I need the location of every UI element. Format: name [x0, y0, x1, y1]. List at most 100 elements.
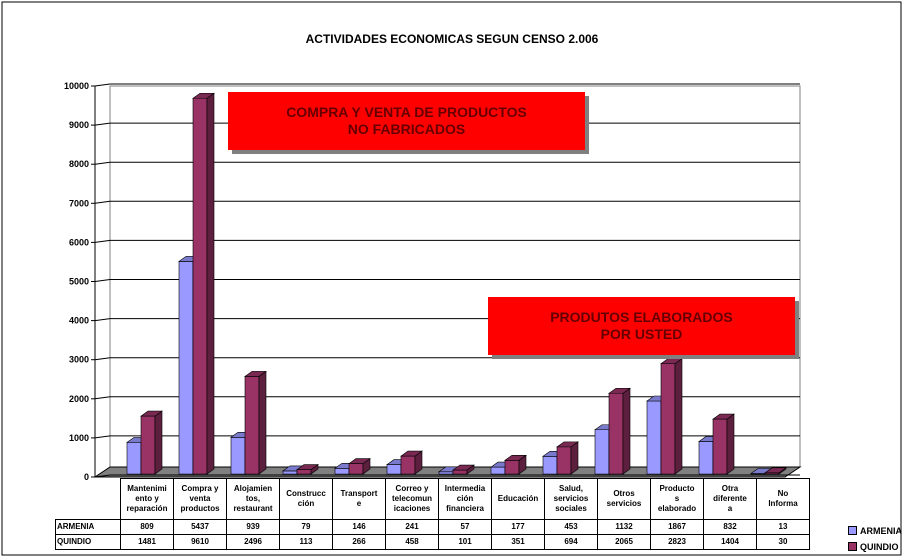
grid-line: [94, 357, 111, 361]
category-label: Alojamien tos, restaurant: [226, 478, 280, 520]
table-value: 694: [544, 534, 598, 550]
table-value: 1867: [650, 519, 704, 535]
table-value: 266: [332, 534, 386, 550]
chart-title: ACTIVIDADES ECONOMICAS SEGUN CENSO 2.006: [306, 32, 599, 46]
bar-side: [206, 92, 215, 475]
category-label: Otra diferente a: [703, 478, 757, 520]
grid-line: [94, 435, 111, 439]
bar-top: [140, 410, 163, 417]
y-tick-label: 8000: [69, 159, 89, 169]
y-tick-label: 3000: [69, 355, 89, 365]
bar-front: [660, 363, 676, 475]
y-tick-label: 5000: [69, 277, 89, 287]
bar-front: [438, 471, 454, 475]
bar-front: [556, 446, 572, 475]
bar-front: [646, 400, 662, 475]
legend-label: QUINDIO: [860, 542, 899, 552]
bar: [244, 370, 267, 475]
table-value: 453: [544, 519, 598, 535]
annotation: COMPRA Y VENTA DE PRODUCTOS NO FABRICADO…: [228, 92, 585, 150]
table-value: 146: [332, 519, 386, 535]
bar-top: [556, 441, 579, 448]
bar-front: [334, 467, 350, 475]
bar-front: [542, 455, 558, 475]
series-label: QUINDIO: [55, 534, 121, 550]
bar: [764, 467, 787, 475]
table-value: 458: [385, 534, 439, 550]
bar-front: [400, 455, 416, 475]
table-value: 351: [491, 534, 545, 550]
bar-front: [296, 469, 312, 475]
bar-front: [504, 459, 520, 475]
bar-front: [178, 261, 194, 475]
table-row: QUINDIO 1481 9610 2496 113 266 458 101 351 694 206…: [55, 534, 810, 550]
bar-side: [726, 413, 735, 475]
table-value: 2823: [650, 534, 704, 550]
y-tick-label: 2000: [69, 394, 89, 404]
bar-top: [192, 92, 215, 99]
grid-line: [94, 161, 111, 165]
bar-side: [674, 358, 683, 475]
category-label: No Informa: [756, 478, 810, 520]
grid-line: [94, 83, 111, 87]
table-value: 241: [385, 519, 439, 535]
grid-line: [94, 239, 111, 243]
category-label: Educación: [491, 478, 545, 520]
bar-front: [386, 464, 402, 475]
bar: [348, 458, 371, 475]
category-label: Intermedia ción financiera: [438, 478, 492, 520]
table-value: 177: [491, 519, 545, 535]
category-label: Salud, servicios sociales: [544, 478, 598, 520]
bar-front: [126, 442, 142, 475]
bar: [608, 387, 631, 475]
category-label: Mantenimi ento y reparación: [120, 478, 174, 520]
bar-front: [608, 392, 624, 475]
y-tick-label: 9000: [69, 120, 89, 130]
data-table: Mantenimi ento y reparación Compra y vent…: [55, 478, 810, 550]
category-label: Correo y telecomun icaciones: [385, 478, 439, 520]
category-label: Producto s elaborado: [650, 478, 704, 520]
bar-side: [622, 387, 631, 475]
bar-front: [348, 463, 364, 475]
bar: [400, 450, 423, 475]
y-tick-label: 4000: [69, 316, 89, 326]
bar: [140, 410, 163, 475]
bar-side: [570, 441, 579, 475]
bar-top: [608, 387, 631, 394]
table-value: 939: [226, 519, 280, 535]
table-value: 57: [438, 519, 492, 535]
bar-front: [192, 97, 208, 475]
table-value: 809: [120, 519, 174, 535]
table-value: 1132: [597, 519, 651, 535]
y-tick-label: 0: [84, 472, 89, 482]
grid-line: [94, 318, 111, 322]
bar-top: [348, 458, 371, 464]
table-value: 1404: [703, 534, 757, 550]
y-tick-label: 1000: [69, 433, 89, 443]
bar: [556, 441, 579, 475]
legend-item: ARMENIA: [848, 526, 902, 536]
category-label: Construcc ción: [279, 478, 333, 520]
bar-top: [660, 358, 683, 364]
bar-front: [712, 418, 728, 475]
bar-top: [400, 450, 423, 457]
table-value: 101: [438, 534, 492, 550]
table-value: 30: [756, 534, 810, 550]
bar-top: [452, 464, 475, 471]
table-corner: [55, 478, 121, 520]
legend-swatch: [848, 542, 857, 551]
table-value: 5437: [173, 519, 227, 535]
grid-line: [94, 200, 111, 204]
grid-line: [94, 396, 111, 400]
grid-line: [94, 279, 111, 282]
table-value: 2496: [226, 534, 280, 550]
bar: [452, 464, 475, 475]
table-value: 13: [756, 519, 810, 535]
bar-top: [712, 413, 735, 420]
bar-front: [282, 470, 298, 475]
bar-front: [698, 441, 714, 475]
bar-front: [230, 436, 246, 475]
table-value: 113: [279, 534, 333, 550]
